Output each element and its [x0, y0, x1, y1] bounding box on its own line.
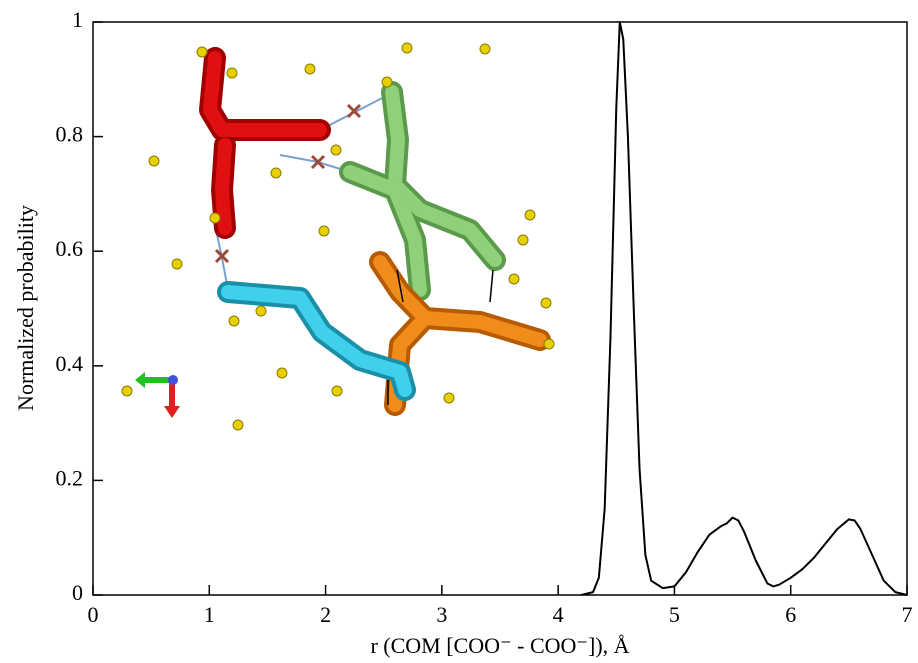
x-tick-label: 4: [553, 602, 564, 627]
y-tick-label: 0.4: [56, 351, 84, 376]
data-line: [581, 21, 908, 596]
y-tick-label: 0.8: [56, 122, 84, 147]
x-tick-label: 7: [902, 602, 913, 627]
y-tick-label: 0.6: [56, 236, 84, 261]
x-axis-label: r (COM [COO⁻ - COO⁻]), Å: [370, 633, 629, 658]
x-tick-label: 0: [88, 602, 99, 627]
x-tick-label: 6: [785, 602, 796, 627]
y-tick-label: 0: [72, 580, 83, 605]
plot-frame: [92, 21, 908, 596]
y-tick-label: 0.2: [56, 465, 84, 490]
y-axis-label: Normalized probability: [13, 205, 38, 411]
x-tick-label: 5: [669, 602, 680, 627]
molecule-image: [121, 42, 555, 431]
x-tick-label: 2: [320, 602, 331, 627]
x-tick-label: 1: [204, 602, 215, 627]
x-tick-label: 3: [436, 602, 447, 627]
y-tick-label: 1: [72, 7, 83, 32]
